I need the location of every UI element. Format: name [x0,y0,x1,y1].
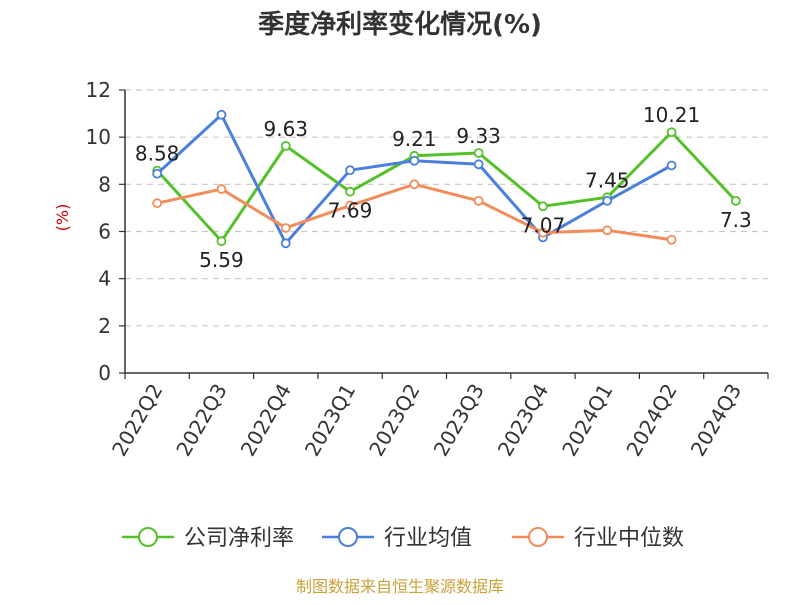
legend-label-0: 公司净利率 [184,526,294,551]
xtick-label-2024Q3: 2024Q3 [686,380,746,461]
ytick-label-10: 10 [86,125,111,149]
series-2-point-2023Q1 [345,200,355,211]
ytick-label-8: 8 [98,172,111,196]
gridlines [125,89,768,327]
ytick-label-0: 0 [98,361,111,385]
series-2-point-2023Q4 [538,227,548,238]
ytick-label-12: 12 [86,78,111,102]
data-label-2022Q4: 9.63 [263,117,308,141]
xtick-label-2022Q3: 2022Q3 [171,380,231,461]
data-label-2024Q1: 7.45 [585,168,630,192]
data-label-2024Q3: 7.3 [720,208,752,232]
data-label-2023Q3: 9.33 [456,124,501,148]
series-0-point-2023Q1 [345,186,355,197]
xtick-label-2023Q3: 2023Q3 [429,380,489,461]
series-0-point-2024Q2 [666,127,677,138]
ytick-label-2: 2 [98,314,111,338]
series-2-point-2022Q4 [280,223,291,233]
xtick-label-2022Q4: 2022Q4 [236,380,296,461]
data-label-2022Q3: 5.59 [199,248,244,272]
series-0-point-2024Q3 [730,195,741,206]
chart-title: 季度净利率变化情况(%) [258,9,542,40]
legend-marker-2 [528,527,548,547]
series-2-point-2022Q3 [216,184,227,194]
series-1-point-2023Q2 [409,155,420,166]
data-label-2022Q2: 8.58 [135,142,180,166]
series-0-point-2022Q3 [216,236,227,247]
series-0-point-2023Q3 [473,148,484,158]
data-label-2023Q1: 7.69 [328,199,373,223]
legend-marker-0 [138,527,158,547]
series-2-point-2024Q1 [602,225,613,236]
series-1-point-2022Q4 [280,238,291,249]
legend-marker-1 [338,527,358,547]
xtick-label-2023Q4: 2023Q4 [493,380,553,461]
series-2-point-2024Q2 [666,234,677,245]
series-2-point-2023Q2 [409,179,420,190]
xtick-label-2023Q1: 2023Q1 [300,380,360,461]
xtick-label-2024Q2: 2024Q2 [621,380,681,461]
data-label-2024Q2: 10.21 [643,103,700,127]
series-lines [152,109,741,249]
series-line-0 [156,130,737,243]
series-1-point-2023Q1 [345,165,355,176]
legend-label-1: 行业均值 [384,526,472,551]
data-label-2023Q2: 9.21 [392,127,437,151]
y-axis-label: (%) [53,204,72,232]
data-labels: 8.58 5.59 9.63 7.69 9.21 9.33 7.07 7.45 10.21 7.3 [135,103,752,272]
source-note: 制图数据来自恒生聚源数据库 [296,577,504,596]
ytick-label-6: 6 [98,220,111,244]
xtick-label-2023Q2: 2023Q2 [364,380,424,461]
series-1-point-2023Q3 [473,159,484,170]
xtick-label-2024Q1: 2024Q1 [557,380,617,461]
data-label-2023Q4: 7.07 [521,213,566,237]
legend: 公司净利率 行业均值 行业中位数 [122,526,684,551]
series-2-point-2022Q2 [152,198,163,209]
series-1-point-2024Q1 [602,195,613,206]
legend-label-2: 行业中位数 [574,526,684,551]
series-0-point-2023Q4 [538,201,548,212]
series-0-point-2022Q4 [280,140,291,151]
xtick-label-2022Q2: 2022Q2 [107,380,167,461]
series-1-point-2024Q2 [666,160,677,171]
series-2-point-2023Q3 [473,195,484,206]
series-1-point-2022Q3 [216,109,227,120]
series-1-point-2022Q2 [152,168,163,179]
ytick-label-4: 4 [98,267,111,291]
